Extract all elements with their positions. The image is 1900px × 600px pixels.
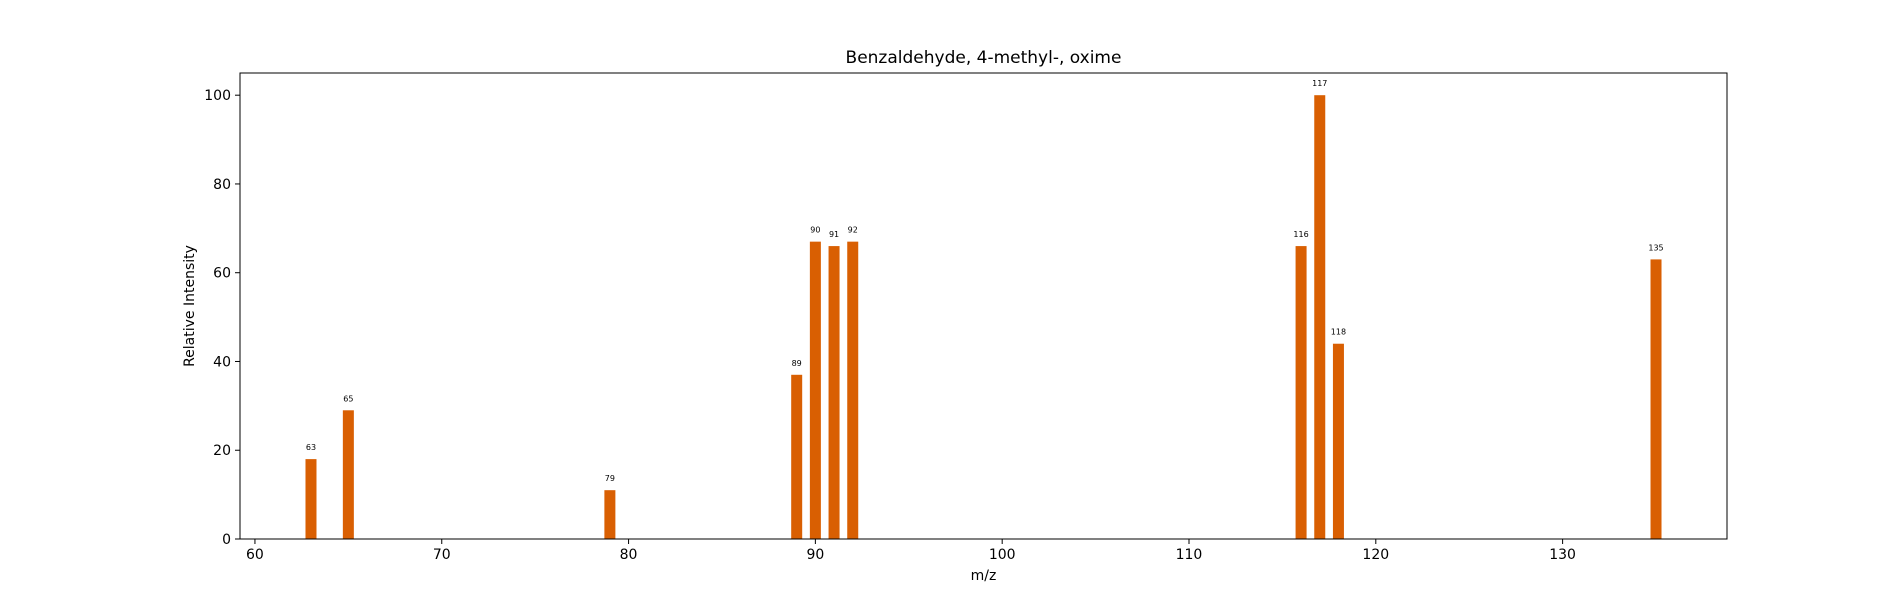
bar-135 <box>1650 259 1662 539</box>
x-tick-label: 90 <box>806 547 824 563</box>
bar-label-92: 92 <box>848 226 858 235</box>
bars-group <box>305 95 1662 540</box>
bar-label-117: 117 <box>1312 79 1327 88</box>
bar-label-91: 91 <box>829 230 839 239</box>
bar-92 <box>847 241 859 539</box>
bar-label-65: 65 <box>343 394 353 403</box>
bar-63 <box>305 459 317 539</box>
bar-label-116: 116 <box>1293 230 1308 239</box>
x-tick-label: 120 <box>1362 547 1389 563</box>
y-axis-title: Relative Intensity <box>182 245 198 367</box>
y-tick-label: 80 <box>213 177 231 193</box>
bar-labels-group: 63 65 79 89 90 91 92 116 117 118 135 <box>306 79 1664 483</box>
x-tick-label: 130 <box>1549 547 1576 563</box>
y-tick-label: 0 <box>222 532 231 548</box>
bar-label-135: 135 <box>1648 243 1663 252</box>
bar-118 <box>1332 343 1344 539</box>
bar-label-118: 118 <box>1331 328 1346 337</box>
chart-title: Benzaldehyde, 4-methyl-, oxime <box>846 48 1122 68</box>
bar-79 <box>604 490 616 539</box>
y-tick-label: 100 <box>204 88 231 104</box>
x-tick-label: 80 <box>620 547 638 563</box>
y-tick-label: 60 <box>213 266 231 282</box>
bar-116 <box>1295 246 1307 540</box>
plot-area-frame <box>239 72 1728 540</box>
x-axis-title: m/z <box>971 568 997 584</box>
bar-90 <box>809 241 821 539</box>
bar-117 <box>1314 95 1326 539</box>
y-tick-label: 40 <box>213 354 231 370</box>
bar-89 <box>791 374 803 539</box>
bar-65 <box>342 410 354 539</box>
x-axis: 60 70 80 90 100 110 120 130 <box>246 539 1576 563</box>
bar-label-89: 89 <box>792 359 802 368</box>
y-axis: 0 20 40 60 80 100 <box>204 88 240 548</box>
bar-label-90: 90 <box>810 226 820 235</box>
x-tick-label: 70 <box>433 547 451 563</box>
bar-label-79: 79 <box>605 474 615 483</box>
bar-91 <box>828 246 840 540</box>
y-tick-label: 20 <box>213 443 231 459</box>
x-tick-label: 100 <box>989 547 1016 563</box>
x-tick-label: 110 <box>1176 547 1203 563</box>
bar-label-63: 63 <box>306 443 316 452</box>
x-tick-label: 60 <box>246 547 264 563</box>
